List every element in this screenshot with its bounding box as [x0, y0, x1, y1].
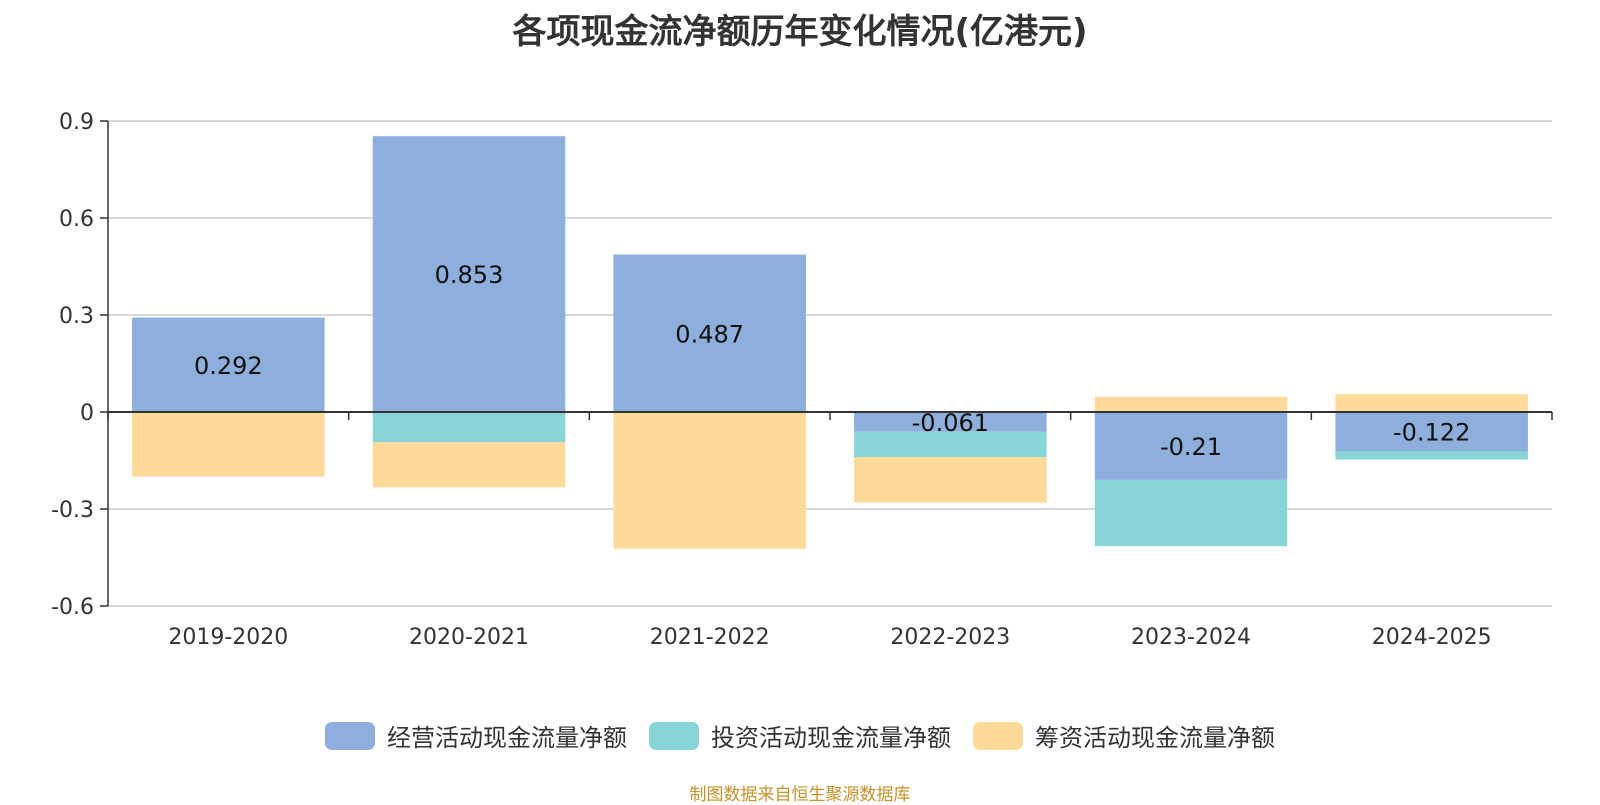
bar-s0-2019-2020 [132, 317, 325, 412]
legend-label-financing: 筹资活动现金流量净额 [1035, 724, 1275, 752]
x-tick-label-5: 2024-2025 [1372, 625, 1492, 650]
data-label-2: 0.487 [675, 320, 744, 348]
chart-title: 各项现金流净额历年变化情况(亿港元) [512, 12, 1088, 52]
bar-s2-2022-2023 [854, 457, 1047, 503]
legend-label-investing: 投资活动现金流量净额 [711, 724, 951, 752]
data-source-note: 制图数据来自恒生聚源数据库 [689, 785, 911, 805]
y-tick-label-4: -0.3 [51, 498, 94, 523]
data-label-3: -0.061 [912, 409, 989, 437]
x-tick-label-1: 2020-2021 [409, 625, 529, 650]
bar-s0-2024-2025 [1335, 412, 1528, 452]
bar-s0-2023-2024 [1094, 412, 1288, 480]
bar-s2-2023-2024 [1094, 396, 1288, 412]
bar-s1-2022-2023 [854, 431, 1047, 458]
data-label-0: 0.292 [194, 352, 263, 380]
bar-chart: 0.9 0.6 0.3 0 -0.3 -0.6 2019-2020 2020-2021 2021… [51, 110, 1553, 650]
y-tick-label-2: 0.3 [59, 304, 94, 329]
bar-s2-2019-2020 [132, 412, 325, 477]
y-tick-label-0: 0.9 [59, 110, 94, 135]
bar-s2-2024-2025 [1335, 394, 1528, 412]
bar-s0-2022-2023 [854, 412, 1047, 432]
bar-s2-2021-2022 [613, 412, 806, 549]
y-tick-label-3: 0 [80, 401, 94, 426]
legend-item-operating[interactable]: 经营活动现金流量净额 [325, 718, 627, 753]
x-tick-label-4: 2023-2024 [1131, 625, 1251, 650]
bar-s1-2023-2024 [1094, 479, 1288, 547]
legend-swatch-operating [325, 721, 375, 750]
bar-s1-2020-2021 [372, 412, 566, 443]
x-tick-label-3: 2022-2023 [890, 625, 1010, 650]
legend-item-financing[interactable]: 筹资活动现金流量净额 [973, 718, 1275, 753]
legend: 经营活动现金流量净额 投资活动现金流量净额 筹资活动现金流量净额 [0, 718, 1600, 753]
legend-swatch-investing [649, 721, 699, 750]
x-tick-label-0: 2019-2020 [168, 625, 288, 650]
bar-s1-2024-2025 [1335, 451, 1528, 460]
y-tick-label-1: 0.6 [59, 207, 94, 232]
data-label-1: 0.853 [435, 261, 504, 289]
data-label-5: -0.122 [1393, 419, 1470, 447]
x-tick-label-2: 2021-2022 [650, 625, 770, 650]
bar-s0-2021-2022 [613, 254, 806, 412]
legend-swatch-financing [973, 721, 1023, 750]
y-tick-label-5: -0.6 [51, 595, 94, 620]
bar-s2-2020-2021 [372, 442, 566, 488]
legend-label-operating: 经营活动现金流量净额 [387, 724, 627, 752]
data-label-4: -0.21 [1160, 433, 1222, 461]
legend-item-investing[interactable]: 投资活动现金流量净额 [649, 718, 951, 753]
bar-s0-2020-2021 [372, 136, 566, 413]
